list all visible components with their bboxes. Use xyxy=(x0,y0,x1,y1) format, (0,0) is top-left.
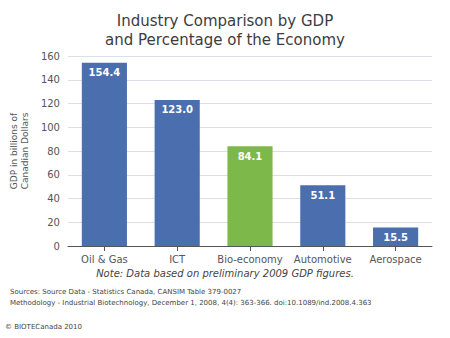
svg-text:140: 140 xyxy=(41,74,60,85)
svg-text:Aerospace: Aerospace xyxy=(370,254,422,265)
svg-text:20: 20 xyxy=(47,217,60,228)
svg-text:160: 160 xyxy=(41,51,60,62)
svg-text:Canadian Dollars: Canadian Dollars xyxy=(20,112,30,189)
svg-text:100: 100 xyxy=(41,122,60,133)
svg-text:84.1: 84.1 xyxy=(238,151,263,162)
svg-text:Methodology - Industrial Biote: Methodology - Industrial Biotechnology, … xyxy=(10,299,372,307)
svg-text:15.5: 15.5 xyxy=(383,232,408,243)
svg-text:GDP in billions of: GDP in billions of xyxy=(9,112,19,189)
svg-text:123.0: 123.0 xyxy=(161,104,193,115)
svg-text:Bio-economy: Bio-economy xyxy=(217,254,283,265)
svg-text:Industry Comparison by GDP: Industry Comparison by GDP xyxy=(117,12,333,30)
svg-text:0: 0 xyxy=(54,241,60,252)
svg-text:and Percentage of the Economy: and Percentage of the Economy xyxy=(105,31,345,49)
svg-text:Sources: Source Data - Statist: Sources: Source Data - Statistics Canada… xyxy=(10,288,241,296)
svg-text:Note: Data based on preliminar: Note: Data based on preliminary 2009 GDP… xyxy=(96,268,354,279)
svg-text:80: 80 xyxy=(47,146,60,157)
svg-text:Oil & Gas: Oil & Gas xyxy=(81,254,128,265)
svg-text:ICT: ICT xyxy=(169,254,186,265)
svg-text:51.1: 51.1 xyxy=(310,190,335,201)
svg-text:Automotive: Automotive xyxy=(294,254,352,265)
svg-text:154.4: 154.4 xyxy=(89,67,121,78)
svg-text:60: 60 xyxy=(47,169,60,180)
svg-text:© BIOTECanada 2010: © BIOTECanada 2010 xyxy=(5,323,82,331)
svg-text:40: 40 xyxy=(47,193,60,204)
svg-text:120: 120 xyxy=(41,98,60,109)
